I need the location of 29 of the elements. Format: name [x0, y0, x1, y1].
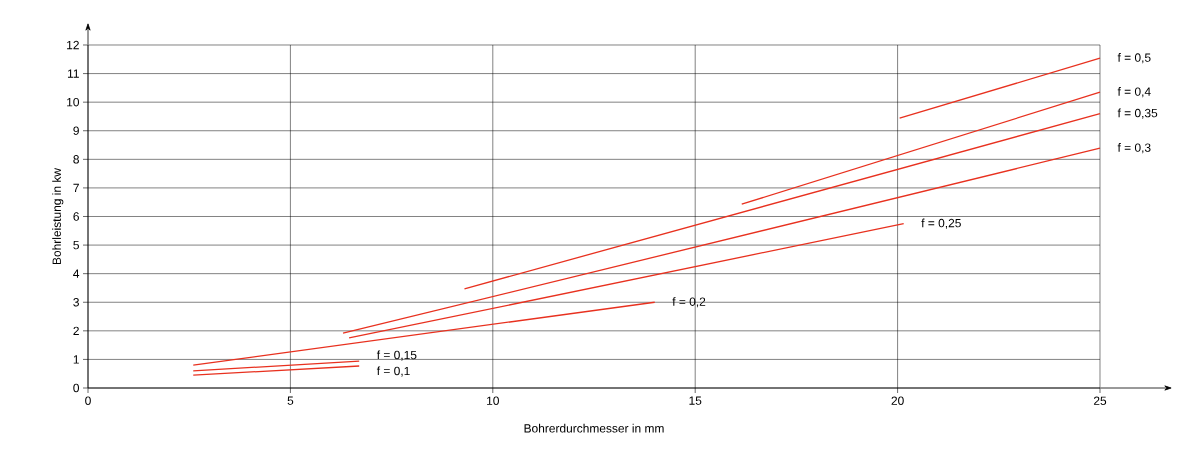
series-label: f = 0,15 [376, 350, 417, 361]
y-tick-label: 3 [73, 298, 79, 307]
x-tick-label: 0 [85, 396, 91, 405]
series-label: f = 0,25 [921, 218, 961, 229]
x-tick-label: 5 [287, 396, 294, 405]
y-tick-label: 9 [73, 126, 79, 135]
y-axis-title: Bohrleistung in kw [52, 167, 64, 265]
x-tick-label: 10 [487, 396, 499, 405]
x-tick-label: 15 [689, 396, 702, 405]
y-tick-label: 2 [73, 326, 79, 336]
y-tick-label: 6 [73, 212, 79, 221]
x-tick-label: 25 [1093, 396, 1107, 405]
y-tick-label: 7 [73, 183, 79, 193]
y-tick-label: 12 [67, 40, 79, 50]
y-tick-label: 5 [73, 240, 79, 250]
series-label: f = 0,5 [1117, 53, 1151, 64]
y-tick-label: 11 [67, 69, 79, 78]
y-tick-label: 4 [73, 269, 80, 278]
y-tick-label: 8 [73, 155, 79, 164]
x-tick-label: 20 [891, 396, 904, 405]
series-label: f = 0,2 [672, 297, 706, 308]
y-tick-label: 1 [73, 355, 79, 364]
series-label: f = 0,1 [376, 366, 410, 377]
y-tick-label: 0 [73, 383, 80, 393]
series-label: f = 0,4 [1117, 87, 1151, 98]
series-label: f = 0,35 [1117, 108, 1158, 119]
series-label: f = 0,3 [1117, 143, 1151, 154]
y-tick-label: 10 [67, 97, 80, 107]
x-axis-title: Bohrerdurchmesser in mm [524, 423, 664, 433]
